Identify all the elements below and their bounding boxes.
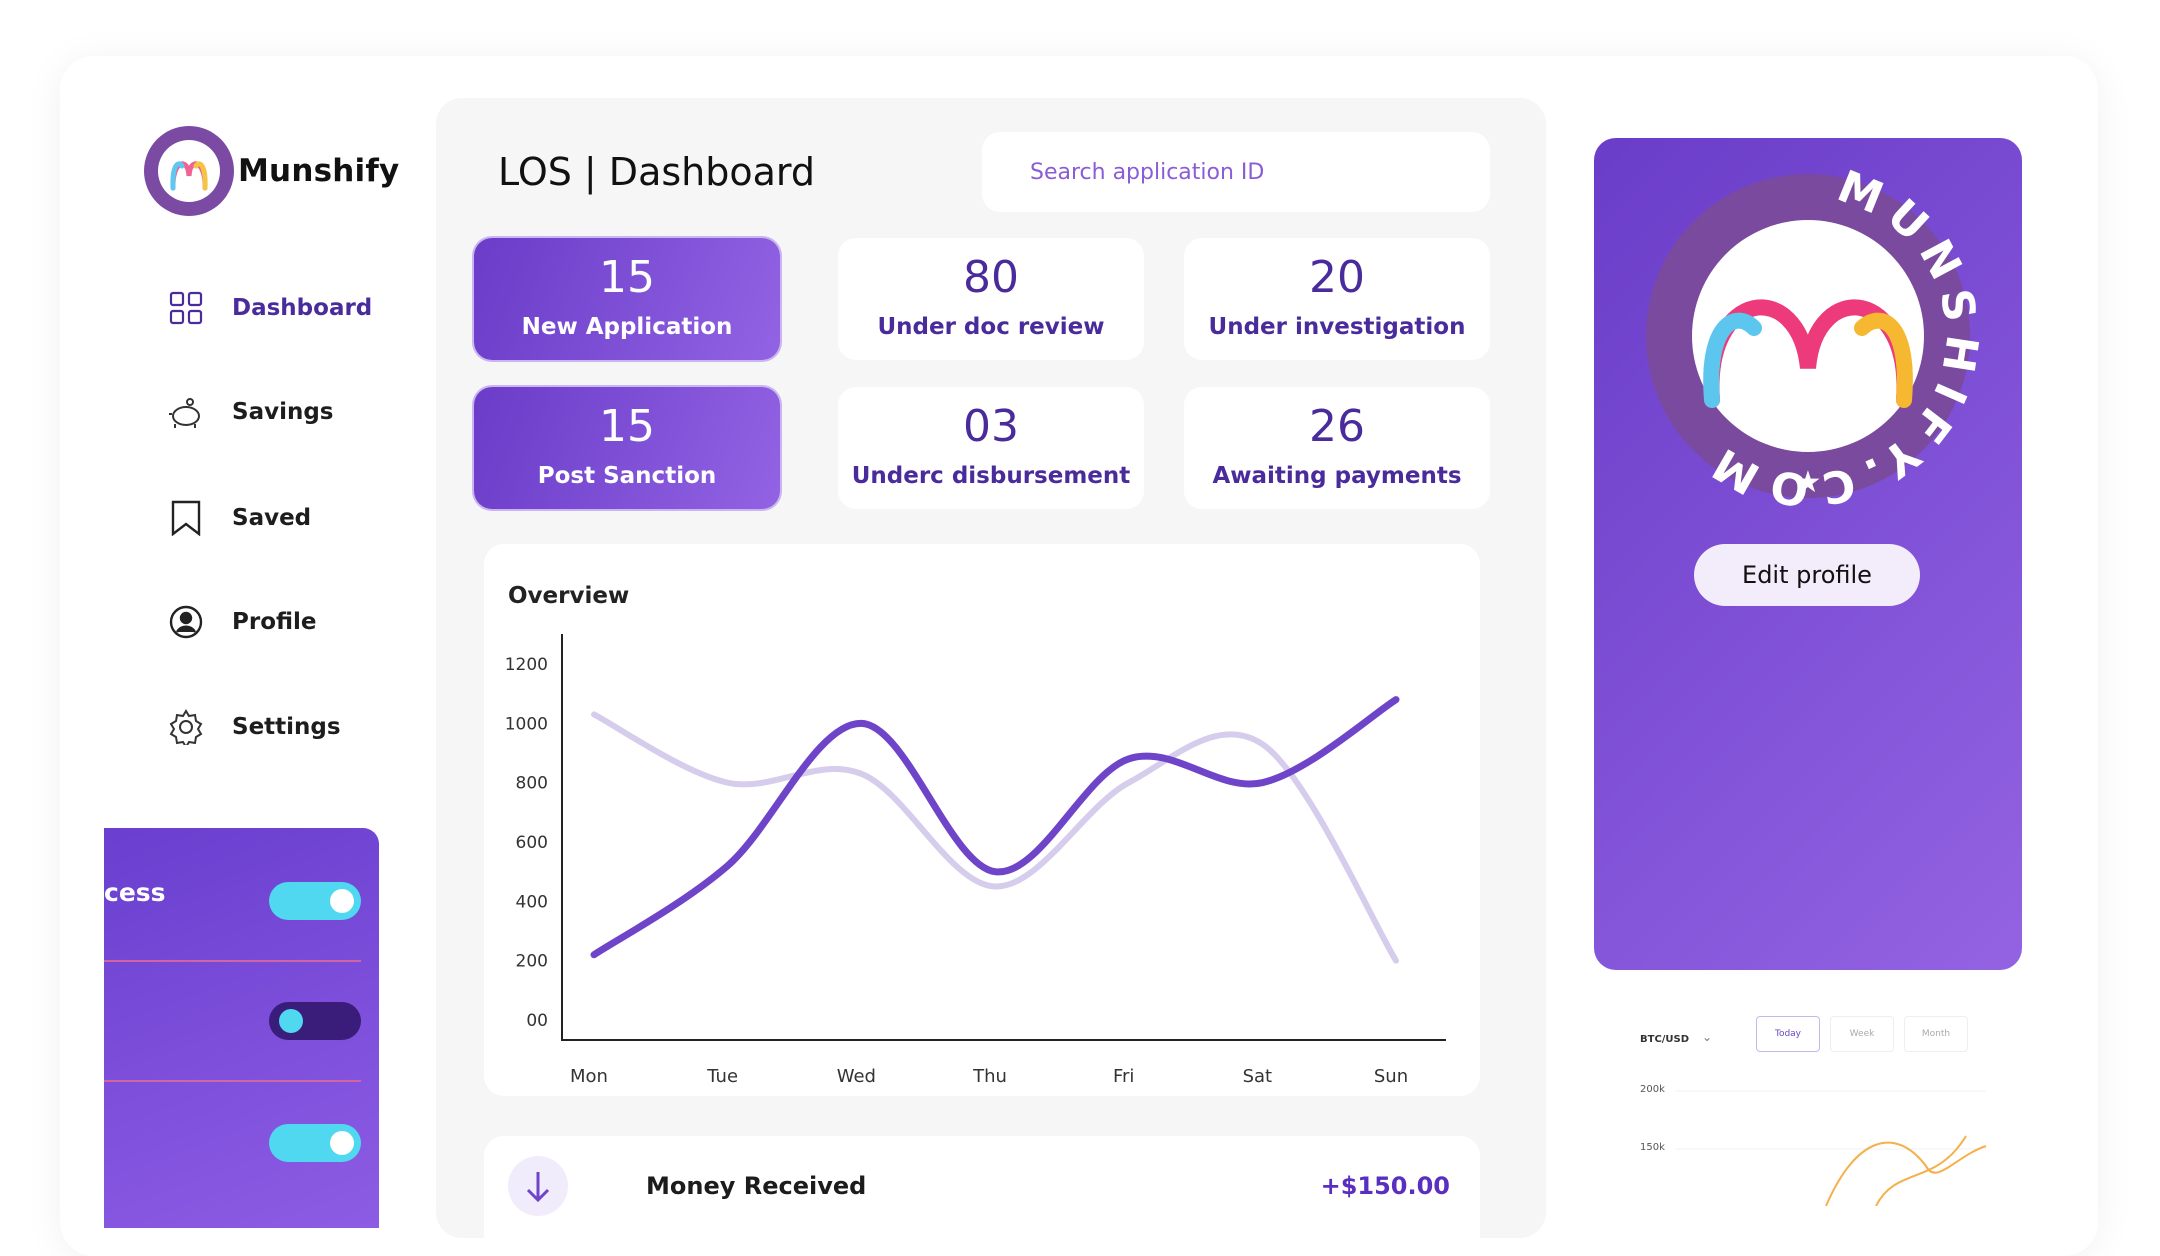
- divider: [104, 1080, 361, 1082]
- stat-label: Under doc review: [877, 314, 1105, 340]
- svg-text:★: ★: [1795, 465, 1822, 500]
- y-tick-label: 1200: [505, 655, 548, 675]
- overview-card: [484, 544, 1480, 1096]
- y-tick-label: 200: [516, 952, 548, 972]
- sidebar-item-profile[interactable]: Profile: [166, 597, 317, 647]
- stat-label: Underc disbursement: [851, 463, 1131, 489]
- x-tick-label: Tue: [706, 1066, 738, 1087]
- toggle-switch-1[interactable]: [269, 882, 361, 920]
- stat-label: Under investigation: [1208, 314, 1466, 340]
- brand-logo: [144, 126, 234, 216]
- stat-value: 03: [963, 401, 1019, 452]
- y-tick-label: 00: [526, 1011, 548, 1031]
- x-tick-label: Wed: [837, 1066, 876, 1087]
- brand[interactable]: Munshify: [144, 124, 399, 218]
- sidebar-item-dashboard[interactable]: Dashboard: [166, 283, 372, 333]
- x-tick-label: Thu: [972, 1066, 1007, 1087]
- sidebar-item-label: Dashboard: [232, 295, 373, 321]
- overview-title: Overview: [508, 583, 630, 609]
- stat-value: 15: [599, 401, 655, 452]
- arrow-down-icon: [508, 1156, 568, 1216]
- transaction-row[interactable]: Money Received +$150.00: [484, 1136, 1480, 1256]
- x-tick-label: Sat: [1243, 1066, 1273, 1087]
- x-tick-label: Fri: [1113, 1066, 1134, 1087]
- tab-month[interactable]: Month: [1904, 1016, 1968, 1052]
- stat-card-under-investigation[interactable]: 20 Under investigation: [1184, 238, 1490, 360]
- series-line-primary: [590, 696, 1400, 959]
- sidebar-item-label: Savings: [232, 399, 334, 425]
- currency-pair-select[interactable]: BTC/USD: [1640, 1034, 1690, 1045]
- stat-label: Awaiting payments: [1212, 463, 1462, 489]
- stat-value: 20: [1309, 252, 1365, 303]
- sidebar-item-label: Settings: [232, 714, 341, 740]
- search-input[interactable]: [982, 132, 1490, 212]
- stat-card-post-sanction[interactable]: 15 Post Sanction: [474, 387, 780, 509]
- stat-value: 80: [963, 252, 1019, 303]
- edit-profile-button[interactable]: Edit profile: [1694, 544, 1920, 606]
- stat-label: Post Sanction: [537, 463, 717, 489]
- chart-axes: [561, 634, 1446, 1041]
- profile-logo: MUNSHIFY.COM ★: [1646, 161, 1977, 516]
- x-tick-label: Sun: [1374, 1066, 1408, 1087]
- sidebar-item-saved[interactable]: Saved: [166, 493, 311, 543]
- y-tick-label: 800: [516, 774, 548, 794]
- y-tick-label: 400: [516, 892, 548, 912]
- toggle-card-label: cess: [104, 878, 166, 907]
- profile-card: MUNSHIFY.COM ★: [1594, 138, 2022, 970]
- overview-chart: 1200 1000 800 600 400 200 00 Mon Tue Wed Thu Fri Sat…: [505, 634, 1446, 1087]
- transaction-title: Money Received: [646, 1172, 867, 1200]
- y-tick-label: 600: [516, 833, 548, 853]
- piggy-bank-icon: [166, 392, 206, 432]
- stat-card-underc-disbursement[interactable]: 03 Underc disbursement: [838, 387, 1144, 509]
- x-tick-label: Mon: [570, 1066, 608, 1087]
- tab-week[interactable]: Week: [1830, 1016, 1894, 1052]
- sidebar-item-settings[interactable]: Settings: [166, 702, 341, 752]
- mini-price-chart: BTC/USD ⌄ Today Week Month 200k 150k: [1636, 1016, 1996, 1206]
- y-tick-label: 1000: [505, 714, 548, 734]
- sidebar-item-label: Profile: [232, 609, 317, 635]
- brand-name: Munshify: [238, 153, 400, 189]
- user-circle-icon: [166, 602, 206, 642]
- sidebar-item-label: Saved: [232, 505, 312, 531]
- toggle-switch-3[interactable]: [269, 1124, 361, 1162]
- sidebar-item-savings[interactable]: Savings: [166, 387, 334, 437]
- y-tick-label: 150k: [1640, 1142, 1665, 1153]
- stat-label: New Application: [521, 314, 733, 340]
- stat-value: 26: [1309, 401, 1365, 452]
- stat-value: 15: [599, 252, 655, 303]
- y-tick-label: 200k: [1640, 1084, 1665, 1095]
- stat-card-under-doc-review[interactable]: 80 Under doc review: [838, 238, 1144, 360]
- stat-card-awaiting-payments[interactable]: 26 Awaiting payments: [1184, 387, 1490, 509]
- series-line-secondary: [591, 711, 1399, 964]
- chevron-down-icon: ⌄: [1702, 1030, 1713, 1044]
- divider: [104, 960, 361, 962]
- grid-icon: [166, 288, 206, 328]
- toggle-switch-2[interactable]: [269, 1002, 361, 1040]
- access-toggle-card: cess: [104, 828, 379, 1228]
- tab-today[interactable]: Today: [1756, 1016, 1820, 1052]
- bookmark-icon: [166, 498, 206, 538]
- transaction-amount: +$150.00: [1320, 1172, 1450, 1200]
- page-title: LOS | Dashboard: [498, 150, 815, 194]
- stat-card-new-application[interactable]: 15 New Application: [474, 238, 780, 360]
- gear-icon: [166, 707, 206, 747]
